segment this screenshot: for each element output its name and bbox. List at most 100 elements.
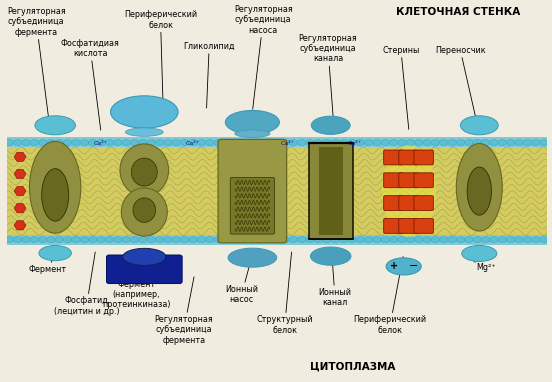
FancyBboxPatch shape bbox=[384, 150, 403, 165]
Circle shape bbox=[289, 139, 298, 146]
Circle shape bbox=[105, 236, 114, 243]
Ellipse shape bbox=[310, 247, 351, 265]
Ellipse shape bbox=[131, 158, 157, 186]
Circle shape bbox=[389, 236, 398, 243]
Text: Mg²⁺: Mg²⁺ bbox=[474, 261, 496, 272]
Circle shape bbox=[364, 139, 373, 146]
Text: Переносчик: Переносчик bbox=[435, 46, 486, 119]
Circle shape bbox=[506, 236, 515, 243]
Circle shape bbox=[398, 139, 406, 146]
Circle shape bbox=[231, 139, 239, 146]
Ellipse shape bbox=[110, 96, 178, 128]
Ellipse shape bbox=[41, 168, 68, 221]
Circle shape bbox=[172, 236, 181, 243]
Circle shape bbox=[114, 236, 122, 243]
Circle shape bbox=[298, 139, 306, 146]
Circle shape bbox=[415, 139, 423, 146]
Circle shape bbox=[13, 139, 22, 146]
Ellipse shape bbox=[123, 248, 166, 265]
Polygon shape bbox=[14, 152, 26, 162]
FancyBboxPatch shape bbox=[230, 178, 274, 234]
FancyBboxPatch shape bbox=[414, 219, 433, 233]
Circle shape bbox=[498, 236, 507, 243]
Circle shape bbox=[256, 236, 264, 243]
Circle shape bbox=[306, 236, 315, 243]
Polygon shape bbox=[14, 204, 26, 213]
Ellipse shape bbox=[29, 141, 81, 233]
FancyBboxPatch shape bbox=[414, 196, 433, 210]
Circle shape bbox=[439, 139, 448, 146]
Circle shape bbox=[439, 236, 448, 243]
Circle shape bbox=[381, 139, 390, 146]
Circle shape bbox=[281, 139, 289, 146]
Circle shape bbox=[339, 236, 348, 243]
Ellipse shape bbox=[125, 128, 163, 136]
Circle shape bbox=[30, 236, 39, 243]
Polygon shape bbox=[14, 221, 26, 230]
Text: Периферический
белок: Периферический белок bbox=[124, 10, 197, 108]
Circle shape bbox=[55, 139, 63, 146]
Circle shape bbox=[5, 236, 14, 243]
Ellipse shape bbox=[467, 167, 491, 215]
FancyBboxPatch shape bbox=[218, 139, 286, 243]
Circle shape bbox=[457, 236, 465, 243]
Text: Регуляторная
субъединица
насоса: Регуляторная субъединица насоса bbox=[234, 5, 293, 109]
Circle shape bbox=[264, 139, 273, 146]
Circle shape bbox=[348, 139, 356, 146]
FancyBboxPatch shape bbox=[414, 173, 433, 188]
FancyBboxPatch shape bbox=[399, 219, 418, 233]
Circle shape bbox=[322, 236, 331, 243]
Circle shape bbox=[298, 236, 306, 243]
Circle shape bbox=[155, 139, 164, 146]
Circle shape bbox=[381, 236, 390, 243]
Ellipse shape bbox=[460, 116, 498, 135]
Circle shape bbox=[164, 236, 172, 243]
Circle shape bbox=[80, 236, 89, 243]
Circle shape bbox=[481, 139, 490, 146]
Circle shape bbox=[431, 139, 440, 146]
Circle shape bbox=[364, 236, 373, 243]
Circle shape bbox=[540, 236, 549, 243]
Circle shape bbox=[331, 236, 339, 243]
Circle shape bbox=[515, 236, 523, 243]
Circle shape bbox=[122, 139, 131, 146]
Circle shape bbox=[231, 236, 239, 243]
Polygon shape bbox=[14, 186, 26, 196]
Circle shape bbox=[72, 139, 81, 146]
Text: Регуляторная
субъединица
фермента: Регуляторная субъединица фермента bbox=[155, 277, 213, 345]
Text: Фермент: Фермент bbox=[28, 256, 66, 274]
Circle shape bbox=[130, 236, 139, 243]
Circle shape bbox=[373, 236, 381, 243]
Circle shape bbox=[264, 236, 273, 243]
Circle shape bbox=[339, 139, 348, 146]
Text: −: − bbox=[408, 261, 418, 272]
Circle shape bbox=[281, 236, 289, 243]
Ellipse shape bbox=[457, 144, 502, 231]
FancyBboxPatch shape bbox=[399, 196, 418, 210]
Circle shape bbox=[515, 139, 523, 146]
Text: Регуляторная
субъединица
канала: Регуляторная субъединица канала bbox=[299, 34, 357, 118]
Circle shape bbox=[38, 139, 47, 146]
Text: Ионный
канал: Ионный канал bbox=[319, 257, 352, 307]
Text: Гликолипид: Гликолипид bbox=[183, 42, 235, 108]
Text: Фосфатид
(лецитин и др.): Фосфатид (лецитин и др.) bbox=[54, 252, 119, 316]
Circle shape bbox=[47, 236, 55, 243]
Circle shape bbox=[322, 139, 331, 146]
Circle shape bbox=[22, 236, 30, 243]
Ellipse shape bbox=[120, 144, 168, 196]
Ellipse shape bbox=[225, 110, 279, 134]
Circle shape bbox=[506, 139, 515, 146]
Bar bbox=[7, 235, 547, 246]
Bar bbox=[7, 137, 547, 147]
Circle shape bbox=[356, 236, 364, 243]
Circle shape bbox=[181, 236, 189, 243]
Text: Ca²⁺: Ca²⁺ bbox=[186, 141, 200, 146]
Circle shape bbox=[331, 139, 339, 146]
Circle shape bbox=[356, 139, 364, 146]
Circle shape bbox=[465, 236, 473, 243]
FancyBboxPatch shape bbox=[319, 147, 343, 235]
Circle shape bbox=[189, 139, 198, 146]
Circle shape bbox=[72, 236, 81, 243]
Circle shape bbox=[540, 139, 549, 146]
Circle shape bbox=[197, 236, 206, 243]
